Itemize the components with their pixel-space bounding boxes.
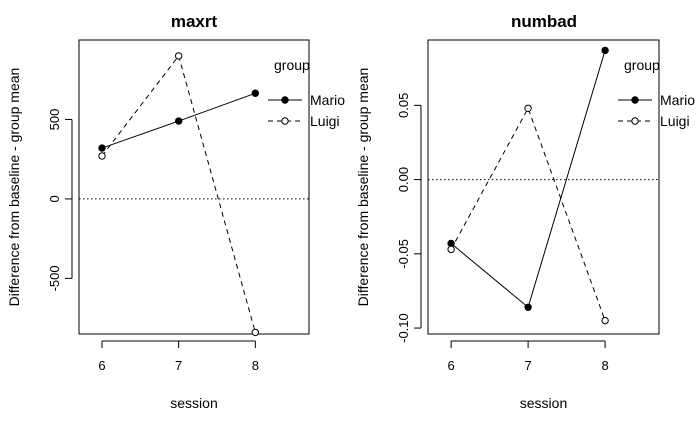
plot-frame <box>427 39 660 335</box>
panel-numbad: numbad -0.10 -0.05 0.00 0.05 6 7 8 session Differ… <box>355 12 695 411</box>
data-point-luigi <box>174 52 183 60</box>
legend-title: group <box>274 57 310 73</box>
legend: group Mario Luigi <box>618 57 695 129</box>
legend-title: group <box>624 57 660 73</box>
legend: group Mario Luigi <box>268 57 345 129</box>
x-tick-label: 8 <box>252 358 259 373</box>
plot-frame <box>78 39 310 335</box>
legend-label-luigi: Luigi <box>310 113 340 129</box>
legend-marker-luigi <box>281 117 289 125</box>
data-point-mario <box>98 144 106 152</box>
legend-marker-mario <box>631 96 639 104</box>
x-tick-label: 6 <box>447 358 454 373</box>
x-tick-label: 7 <box>175 358 182 373</box>
legend-label-mario: Mario <box>660 92 695 108</box>
legend-marker-luigi <box>631 117 639 125</box>
legend-label-luigi: Luigi <box>660 113 690 129</box>
x-tick-label: 8 <box>601 358 608 373</box>
data-point-mario <box>251 89 260 97</box>
y-axis-label: Difference from baseline - group mean <box>355 68 371 307</box>
series-line-luigi <box>101 54 256 333</box>
data-point-mario <box>601 46 609 55</box>
y-tick-label: 0.05 <box>396 93 411 118</box>
series-line-luigi <box>450 107 606 321</box>
data-point-luigi <box>98 152 106 160</box>
data-point-luigi <box>601 316 609 325</box>
data-point-mario <box>174 117 183 125</box>
legend-label-mario: Mario <box>310 92 345 108</box>
data-point-mario <box>524 303 532 311</box>
legend-marker-mario <box>281 96 289 104</box>
x-axis-label: session <box>520 395 567 411</box>
data-point-luigi <box>251 328 260 337</box>
series-line-mario <box>450 50 606 309</box>
chart-title: maxrt <box>171 12 218 31</box>
x-tick-label: 6 <box>98 358 105 373</box>
y-tick-label: 0.00 <box>396 167 411 192</box>
y-axis-label: Difference from baseline - group mean <box>6 68 22 307</box>
y-tick-label: -500 <box>47 265 62 291</box>
chart-title: numbad <box>511 12 577 31</box>
panel-maxrt: maxrt -500 0 500 6 7 8 session Difference from b… <box>6 12 345 411</box>
data-point-luigi <box>447 245 455 254</box>
y-tick-label: 0 <box>47 195 62 202</box>
y-tick-label: -0.05 <box>396 239 411 269</box>
y-tick-label: -0.10 <box>396 313 411 343</box>
data-point-luigi <box>524 104 532 113</box>
x-axis-label: session <box>170 395 217 411</box>
y-tick-label: 500 <box>47 109 62 131</box>
x-tick-label: 7 <box>524 358 531 373</box>
